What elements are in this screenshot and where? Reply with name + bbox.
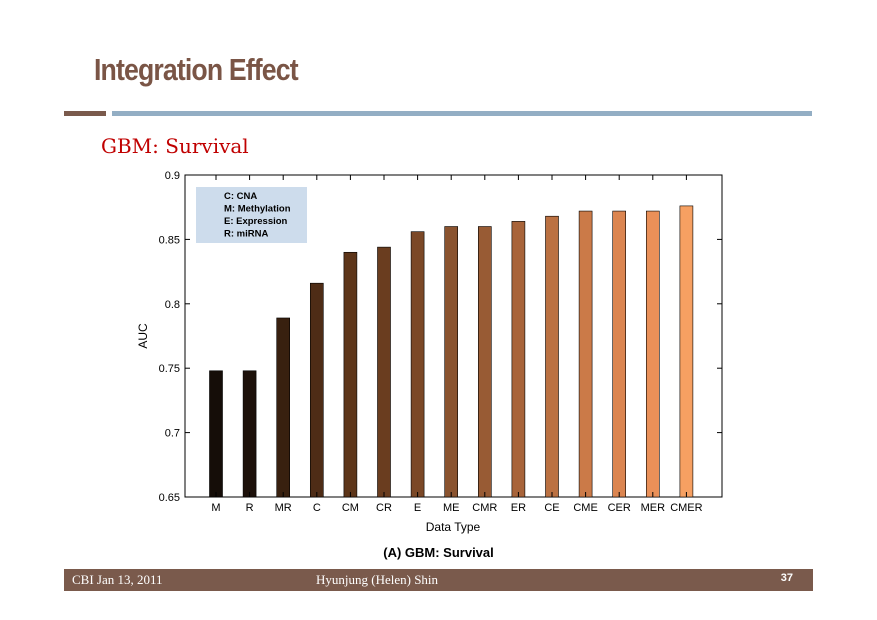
- y-tick-label: 0.7: [165, 428, 180, 440]
- y-axis-label: AUC: [136, 323, 150, 349]
- x-tick-label: C: [313, 502, 321, 514]
- x-tick-label: CM: [342, 502, 359, 514]
- y-tick-label: 0.9: [165, 170, 180, 182]
- y-tick-label: 0.85: [159, 234, 180, 246]
- bar-mr: [276, 317, 291, 498]
- bar-me: [444, 226, 459, 498]
- x-tick-label: M: [211, 502, 220, 514]
- x-tick-label: CE: [544, 502, 559, 514]
- x-tick-label: ER: [511, 502, 526, 514]
- slide-subtitle: GBM: Survival: [101, 134, 249, 158]
- footer-author: Hyunjung (Helen) Shin: [316, 572, 439, 587]
- figure-caption: (A) GBM: Survival: [383, 545, 494, 560]
- x-tick-label: MER: [641, 502, 666, 514]
- bar-cm: [343, 251, 358, 498]
- bar-cr: [377, 246, 391, 498]
- x-tick-label: ME: [443, 502, 460, 514]
- legend-entry: C: CNA: [224, 191, 257, 202]
- bar-cmr: [477, 226, 492, 498]
- bar-cmer: [679, 205, 694, 498]
- bar-m: [209, 370, 223, 498]
- x-tick-label: CR: [376, 502, 392, 514]
- bar-cme: [578, 210, 593, 498]
- y-tick-label: 0.8: [165, 299, 180, 311]
- bar-cer: [612, 210, 627, 498]
- x-tick-label: MR: [275, 502, 292, 514]
- x-tick-label: CMER: [670, 502, 702, 514]
- title-rule-dark: [64, 111, 106, 116]
- bar-er: [511, 221, 526, 498]
- x-tick-label: CME: [573, 502, 597, 514]
- legend-entry: R: miRNA: [224, 229, 268, 240]
- y-axis: 0.65 0.7 0.75 0.8 0.85 0.9: [159, 170, 722, 504]
- y-tick-label: 0.75: [159, 363, 180, 375]
- page-number: 37: [780, 572, 793, 584]
- x-axis: M R MR C CM CR E ME CMR ER CE CME CER MER CMER: [211, 175, 703, 514]
- bar-c: [309, 282, 324, 498]
- bar-r: [242, 370, 257, 498]
- title-rule-light: [112, 111, 812, 116]
- bar-ce: [545, 215, 559, 498]
- slide-title: Integration Effect: [94, 52, 299, 87]
- legend-entry: E: Expression: [224, 216, 288, 227]
- legend-entry: M: Methylation: [224, 204, 291, 215]
- x-tick-label: CMR: [472, 502, 497, 514]
- y-tick-label: 0.65: [159, 492, 180, 504]
- bars: [209, 205, 694, 498]
- x-tick-label: E: [414, 502, 421, 514]
- footer-bar: CBI Jan 13, 2011 Hyunjung (Helen) Shin 3…: [64, 569, 813, 591]
- bar-e: [410, 231, 425, 498]
- auc-bar-chart: 0.650.70.750.80.850.9 M R MR C CM CR E ME CMR ER C…: [136, 170, 723, 534]
- x-axis-label: Data Type: [426, 520, 481, 534]
- x-tick-label: CER: [608, 502, 631, 514]
- x-tick-label: R: [246, 502, 254, 514]
- bar-mer: [645, 210, 660, 498]
- legend-background: [196, 187, 307, 243]
- footer-date: CBI Jan 13, 2011: [72, 572, 163, 587]
